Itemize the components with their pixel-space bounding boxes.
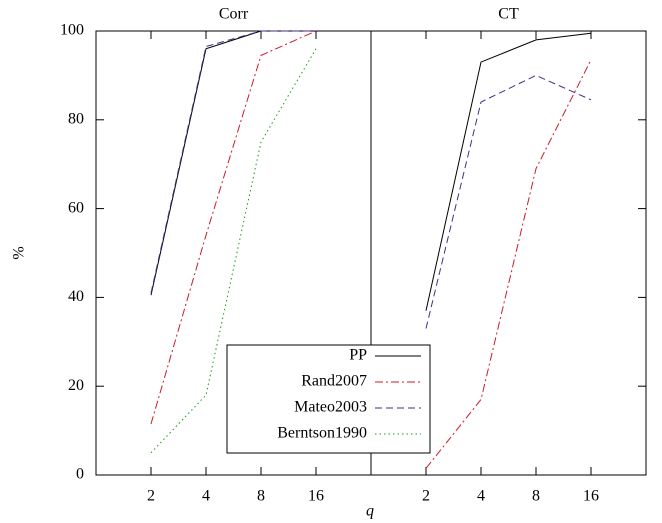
x-tick-label: 4 bbox=[477, 488, 485, 505]
y-axis-label: % bbox=[11, 246, 28, 259]
legend-label: Berntson1990 bbox=[277, 425, 367, 442]
y-tick-label: 80 bbox=[68, 110, 84, 127]
y-tick-label: 60 bbox=[68, 199, 84, 216]
y-tick-label: 40 bbox=[68, 288, 84, 305]
series-line: Mateo2003 bbox=[150, 30, 316, 294]
legend-label: Rand2007 bbox=[301, 373, 367, 390]
x-axis-label: q bbox=[366, 503, 374, 520]
x-tick-label: 8 bbox=[257, 488, 265, 505]
legend-box bbox=[226, 344, 431, 454]
series-line: Rand2007 bbox=[150, 30, 317, 425]
x-tick-label: 4 bbox=[202, 488, 210, 505]
y-tick-label: 20 bbox=[68, 377, 84, 394]
series-line: Berntson1990 bbox=[150, 48, 317, 454]
x-tick-label: 2 bbox=[422, 488, 430, 505]
series-line: Mateo2003 bbox=[425, 74, 592, 329]
x-tick-label: 16 bbox=[583, 488, 599, 505]
panel-title: Corr bbox=[219, 6, 249, 23]
legend-label: PP bbox=[349, 347, 367, 364]
x-tick-label: 8 bbox=[532, 488, 540, 505]
series-line: PP bbox=[150, 30, 316, 296]
y-tick-label: 0 bbox=[76, 466, 84, 483]
x-tick-label: 16 bbox=[308, 488, 324, 505]
legend-label: Mateo2003 bbox=[294, 399, 367, 416]
panel-title: CT bbox=[498, 6, 519, 23]
series-line: Rand2007 bbox=[425, 59, 592, 469]
y-tick-label: 100 bbox=[60, 22, 84, 39]
x-tick-label: 2 bbox=[147, 488, 155, 505]
series-line: PP bbox=[425, 32, 592, 311]
